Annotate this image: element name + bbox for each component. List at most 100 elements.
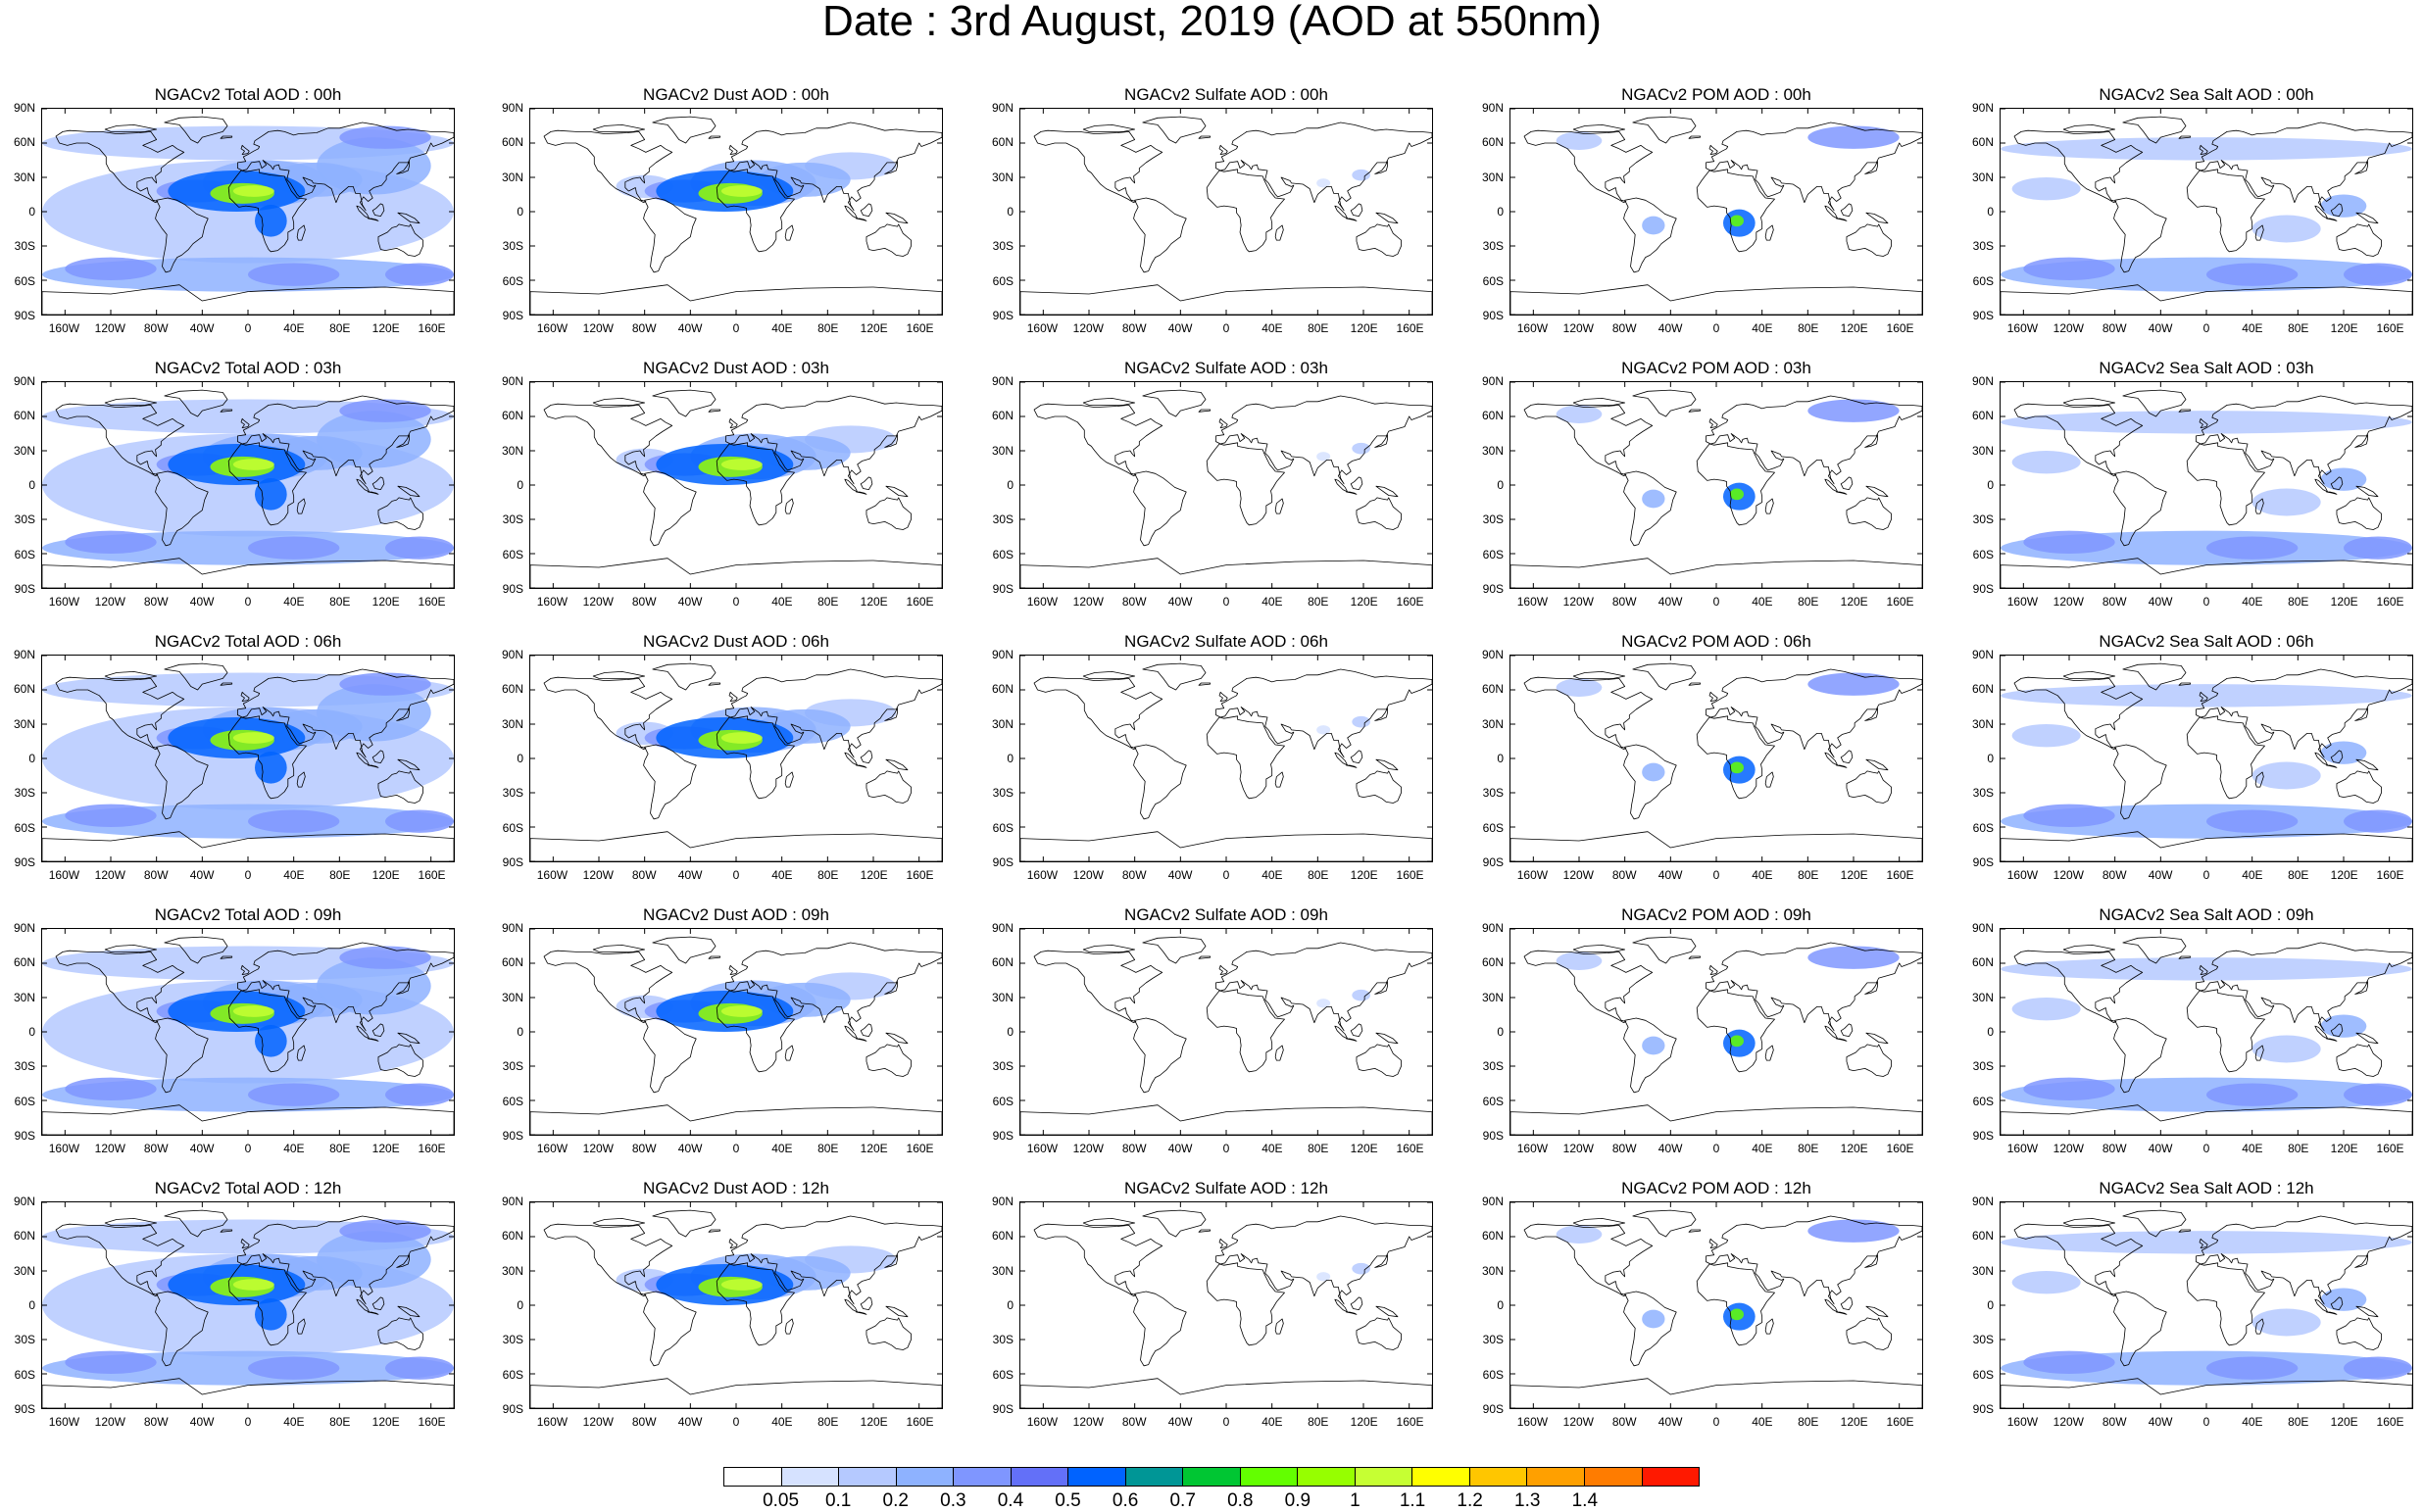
aod-field-14 (232, 459, 274, 470)
coastline-11 (296, 224, 306, 241)
coastline-14 (2178, 1229, 2192, 1233)
coastline-0 (1523, 129, 1654, 204)
lon-label: 80W (631, 868, 657, 882)
coastline-13 (884, 1254, 898, 1268)
coastline-7 (844, 1298, 859, 1313)
coastline-9 (371, 1023, 385, 1038)
coastline-4 (1706, 122, 1922, 212)
lat-label: 90N (1971, 374, 1994, 388)
coastline-2 (104, 670, 158, 679)
coastline-15 (2001, 1378, 2412, 1408)
coastline-1 (164, 389, 228, 417)
colorbar-label: 0.3 (940, 1490, 966, 1511)
lon-label: 80W (143, 321, 169, 335)
lon-label: 160E (1396, 1142, 1424, 1155)
lat-label: 30S (1482, 512, 1504, 527)
coastline-0 (543, 403, 673, 477)
aod-field-4 (1730, 215, 1744, 227)
lat-label: 90S (14, 1402, 35, 1416)
colorbar-box-3 (896, 1468, 955, 1486)
lat-label: 90S (992, 1129, 1014, 1143)
lon-label: 40W (1657, 1142, 1683, 1155)
coastline-12 (1708, 1238, 1718, 1249)
coastline-8 (368, 1311, 379, 1315)
lon-label: 40W (677, 868, 703, 882)
aod-field-14 (232, 1279, 274, 1291)
figure-title: Date : 3rd August, 2019 (AOD at 550nm) (822, 0, 1602, 45)
lon-label: 120W (2053, 595, 2084, 609)
lat-label: 0 (1497, 205, 1504, 219)
colorbar-box-11 (1355, 1468, 1413, 1486)
lon-label: 40E (1261, 595, 1283, 609)
coastline-9 (371, 750, 385, 764)
lon-label: 40W (1657, 868, 1683, 882)
aod-field-12 (255, 205, 287, 237)
lat-label: 30N (13, 443, 35, 458)
coastline-5 (1696, 715, 1775, 800)
aod-field-2 (1807, 125, 1900, 149)
lon-label: 160W (1026, 868, 1059, 882)
aod-field-4 (317, 684, 431, 742)
coastline-8 (2326, 491, 2338, 495)
lat-label: 90N (13, 648, 35, 661)
coastline-2 (2062, 397, 2116, 406)
coastline-11 (784, 224, 794, 241)
aod-map (1510, 109, 1922, 315)
lon-label: 160W (48, 595, 80, 609)
coastline-2 (1082, 944, 1136, 952)
coastline-8 (856, 218, 867, 221)
lat-label: 60N (1481, 409, 1504, 423)
coastline-12 (2199, 417, 2208, 429)
coastline-1 (652, 662, 717, 691)
lat-label: 60N (1971, 135, 1994, 150)
coastline-15 (1510, 558, 1922, 588)
lon-label: 80E (1798, 595, 1819, 609)
lon-label: 120E (2330, 1142, 2358, 1155)
lat-label: 90N (13, 374, 35, 388)
lon-label: 120E (371, 1142, 400, 1155)
lon-label: 120E (1840, 1142, 1868, 1155)
coastline-8 (368, 764, 379, 768)
coastline-3 (1623, 744, 1677, 820)
lat-label: 30N (991, 443, 1014, 458)
lon-label: 0 (244, 1142, 252, 1155)
coastline-6 (1846, 223, 1892, 257)
coastline-2 (592, 670, 646, 679)
coastline-14 (708, 135, 721, 139)
map-panel-sulfate-row-0: NGACv2 Sulfate AOD : 00h 90N 60N 30N 0 30S 60S… (992, 85, 1433, 335)
aod-field-14 (232, 1005, 274, 1017)
colorbar-label: 0.9 (1284, 1490, 1311, 1511)
coastline-2 (1572, 397, 1626, 406)
coastline-3 (2113, 197, 2167, 273)
coastline-0 (1523, 950, 1654, 1024)
coastline-11 (1764, 498, 1774, 514)
coastline-11 (1274, 224, 1284, 241)
lat-label: 60S (502, 273, 523, 288)
lon-label: 40W (1167, 868, 1193, 882)
colorbar-label: 1.2 (1457, 1490, 1483, 1511)
aod-field-0 (2001, 137, 2412, 161)
coastline-8 (1836, 1038, 1848, 1042)
coastline-15 (42, 1104, 454, 1135)
lon-label: 160W (48, 321, 80, 335)
lat-label: 0 (1497, 1298, 1504, 1312)
panel-title: NGACv2 Sulfate AOD : 09h (1124, 905, 1328, 924)
lon-label: 160E (906, 868, 934, 882)
coastline-10 (397, 212, 420, 224)
lat-label: 0 (1497, 752, 1504, 765)
aod-field-12 (255, 1298, 287, 1331)
coastline-14 (2178, 135, 2192, 139)
lat-label: 60N (1481, 682, 1504, 697)
coastline-1 (1142, 389, 1207, 417)
lat-label: 90N (1971, 921, 1994, 935)
coastline-8 (1346, 764, 1358, 768)
lon-label: 80E (817, 868, 839, 882)
coastline-10 (1865, 485, 1889, 498)
coastline-12 (728, 144, 738, 156)
coastline-5 (1206, 715, 1285, 800)
coastline-10 (885, 1305, 909, 1318)
coastline-1 (2122, 389, 2187, 417)
lon-label: 40W (189, 1142, 215, 1155)
lon-label: 160W (1026, 1142, 1059, 1155)
lon-label: 80E (329, 595, 351, 609)
